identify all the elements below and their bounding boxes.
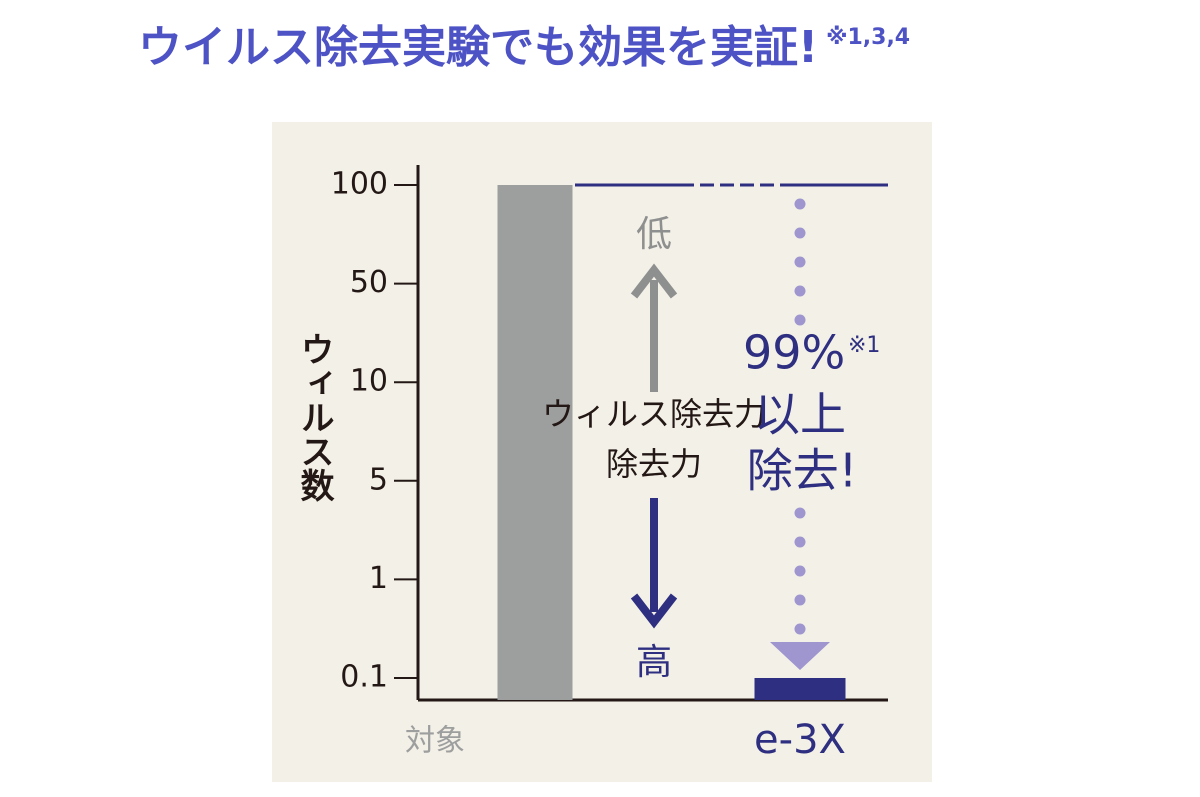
- bar: [497, 185, 573, 700]
- x-tick-label: 対象: [405, 724, 465, 759]
- annotation: 以上: [754, 388, 846, 442]
- dot: [794, 256, 806, 268]
- y-tick-label: 0.1: [340, 660, 388, 695]
- y-tick-label: 5: [369, 462, 388, 497]
- plot-panel: [272, 122, 932, 782]
- title-note: ※1,3,4: [826, 25, 910, 50]
- annotation: 除去力: [606, 445, 702, 483]
- bar: [754, 678, 846, 700]
- dot: [794, 565, 806, 577]
- y-tick-label: 50: [350, 265, 388, 300]
- y-tick-label: 100: [331, 167, 388, 202]
- dot: [794, 314, 806, 326]
- annotation: ウィルス除去力: [542, 395, 766, 433]
- dot: [794, 623, 806, 635]
- dot: [794, 285, 806, 297]
- dot: [794, 536, 806, 548]
- annotation: 低: [636, 214, 672, 255]
- dot: [794, 507, 806, 519]
- y-axis-label: ウィルス数: [294, 332, 334, 502]
- annotation: 99%: [743, 326, 845, 380]
- arrow-head: [770, 642, 830, 670]
- y-tick-label: 10: [350, 364, 388, 399]
- chart-title: ウイルス除去実験でも効果を実証! ※1,3,4: [138, 22, 910, 73]
- x-tick-label: e-3X: [754, 717, 846, 763]
- annotation: 除去!: [747, 444, 857, 498]
- annotation: ※1: [848, 333, 880, 358]
- y-tick-label: 1: [369, 561, 388, 596]
- title-text: ウイルス除去実験でも効果を実証!: [138, 22, 818, 73]
- arrow-up-head: [630, 263, 678, 299]
- dot: [794, 198, 806, 210]
- dot: [794, 594, 806, 606]
- arrow-down-head: [630, 593, 678, 629]
- dot: [794, 227, 806, 239]
- annotation: 高: [636, 642, 672, 683]
